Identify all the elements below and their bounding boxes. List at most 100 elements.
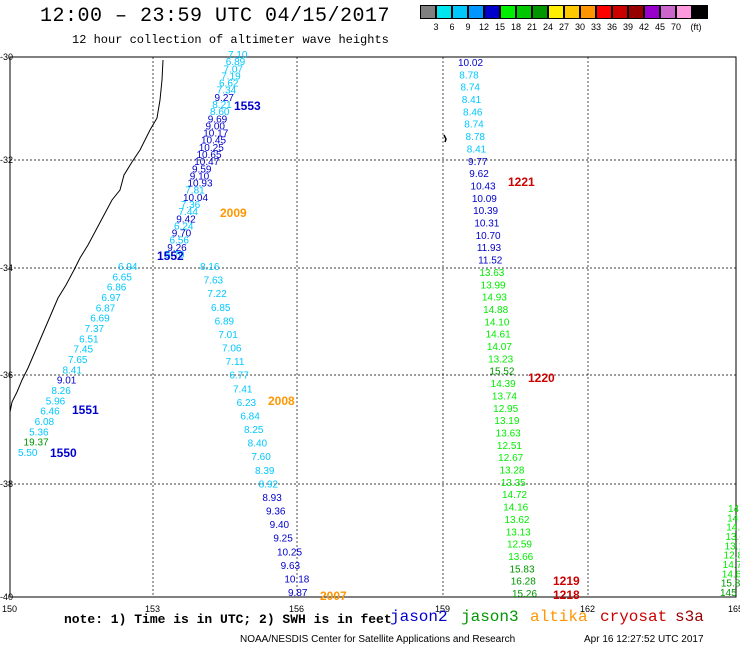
- wave-height-value: 7.34: [217, 86, 237, 97]
- wave-height-value: 6.46: [40, 407, 60, 418]
- wave-height-value: 8.25: [244, 425, 264, 436]
- wave-height-value: 8.92: [259, 479, 279, 490]
- color-swatch: [612, 5, 628, 19]
- color-scale-tick: 42: [638, 22, 649, 32]
- color-scale-tick: 39: [622, 22, 633, 32]
- color-scale-tick: 18: [510, 22, 521, 32]
- longitude-label: 153: [145, 604, 160, 614]
- wave-height-value: 15.83: [509, 564, 534, 575]
- latitude-label: -32: [0, 155, 13, 165]
- wave-height-value: 10.31: [474, 219, 499, 230]
- wave-height-value: 7.41: [233, 384, 253, 395]
- longitude-label: 156: [289, 604, 304, 614]
- wave-height-value: 14.61: [486, 330, 511, 341]
- wave-height-value: 8.46: [463, 107, 483, 118]
- wave-height-value: 8.74: [461, 83, 481, 94]
- island-marker: [443, 134, 447, 143]
- wave-height-value: 10.39: [473, 206, 498, 217]
- wave-height-value: 14.67: [722, 569, 740, 580]
- wave-height-value: 15.52: [489, 367, 514, 378]
- wave-height-value: 12.67: [498, 453, 523, 464]
- wave-height-value: 6.62: [219, 79, 239, 90]
- page-subtitle: 12 hour collection of altimeter wave hei…: [72, 33, 389, 47]
- wave-height-value: 14: [727, 513, 739, 524]
- wave-height-value: 7.81: [185, 186, 205, 197]
- wave-height-value: 16.28: [511, 577, 536, 588]
- wave-height-value: 6.86: [107, 283, 127, 294]
- color-scale-tick: 33: [590, 22, 601, 32]
- wave-height-value: 9.27: [215, 93, 235, 104]
- wave-height-value: 8.39: [255, 466, 275, 477]
- wave-height-value: 9.70: [172, 229, 192, 240]
- color-swatch: [484, 5, 500, 19]
- wave-height-value: 5.96: [46, 396, 66, 407]
- wave-height-value: 9.87: [288, 588, 308, 599]
- wave-height-value: 5.70: [165, 250, 185, 261]
- longitude-label: 159: [435, 604, 450, 614]
- color-swatch: [692, 5, 708, 19]
- wave-height-value: 145: [720, 588, 737, 599]
- wave-height-value: 6.56: [170, 236, 190, 247]
- wave-height-value: 6.23: [237, 398, 257, 409]
- wave-height-value: 6.87: [96, 303, 116, 314]
- wave-height-value: 9.62: [469, 169, 489, 180]
- wave-height-value: 9.77: [468, 157, 488, 168]
- wave-height-value: 9.36: [266, 507, 286, 518]
- color-swatch: [500, 5, 516, 19]
- wave-height-value: 10.02: [458, 58, 483, 69]
- color-swatch: [548, 5, 564, 19]
- wave-height-value: 14.16: [503, 503, 528, 514]
- color-scale-tick: 70: [670, 22, 681, 32]
- map-frame: [9, 56, 737, 598]
- color-swatch: [676, 5, 692, 19]
- color-scale-tick: 12: [478, 22, 489, 32]
- wave-height-value: 7.10: [228, 50, 248, 61]
- wave-height-value: 8.78: [459, 70, 479, 81]
- wave-height-value: 13.23: [488, 354, 513, 365]
- wave-height-value: 13.63: [479, 268, 504, 279]
- wave-height-value: 8.60: [210, 107, 230, 118]
- wave-height-value: 9.25: [273, 534, 293, 545]
- wave-height-value: 9.01: [57, 376, 77, 387]
- latitude-label: -38: [0, 479, 13, 489]
- wave-height-value: 6.69: [90, 314, 110, 325]
- pass-number-label: 2007: [320, 589, 347, 603]
- wave-height-value: 12.95: [493, 404, 518, 415]
- wave-height-value: 13.74: [492, 391, 517, 402]
- color-swatch: [628, 5, 644, 19]
- wave-height-value: 10.25: [277, 547, 302, 558]
- wave-height-value: 13.13: [506, 527, 531, 538]
- wave-height-value: 10.45: [201, 136, 226, 147]
- wave-height-value: 14.39: [491, 379, 516, 390]
- pass-number-label: 1553: [234, 99, 261, 113]
- wave-height-value: 12.51: [497, 441, 522, 452]
- wave-height-value: 8.78: [466, 132, 486, 143]
- credit-timestamp: Apr 16 12:27:52 UTC 2017: [584, 634, 704, 645]
- wave-height-value: 10.65: [197, 150, 222, 161]
- wave-height-value: 7.60: [251, 452, 271, 463]
- color-swatch: [420, 5, 436, 19]
- color-scale-tick: 21: [526, 22, 537, 32]
- wave-height-value: 13.63: [725, 532, 740, 543]
- wave-height-value: 10.09: [472, 194, 497, 205]
- legend-jason2: jason2: [390, 608, 448, 626]
- wave-height-value: 13.19: [724, 541, 740, 552]
- wave-height-value: 9.63: [281, 561, 301, 572]
- pass-number-label: 1551: [72, 403, 99, 417]
- wave-height-value: 7.44: [179, 207, 199, 218]
- latitude-label: -36: [0, 370, 13, 380]
- wave-height-value: 9.69: [208, 114, 228, 125]
- wave-height-value: 7.63: [204, 276, 224, 287]
- legend-s3a: s3a: [675, 608, 704, 626]
- color-swatch: [596, 5, 612, 19]
- wave-height-value: 9.10: [190, 171, 210, 182]
- wave-height-value: 13.28: [499, 466, 524, 477]
- wave-height-value: 7.07: [224, 64, 244, 75]
- color-scale-tick: 3: [433, 22, 439, 32]
- wave-height-value: 6.85: [211, 303, 231, 314]
- wave-height-value: 6.77: [229, 371, 249, 382]
- pass-number-label: 1550: [50, 446, 77, 460]
- wave-height-value: 10.93: [188, 179, 213, 190]
